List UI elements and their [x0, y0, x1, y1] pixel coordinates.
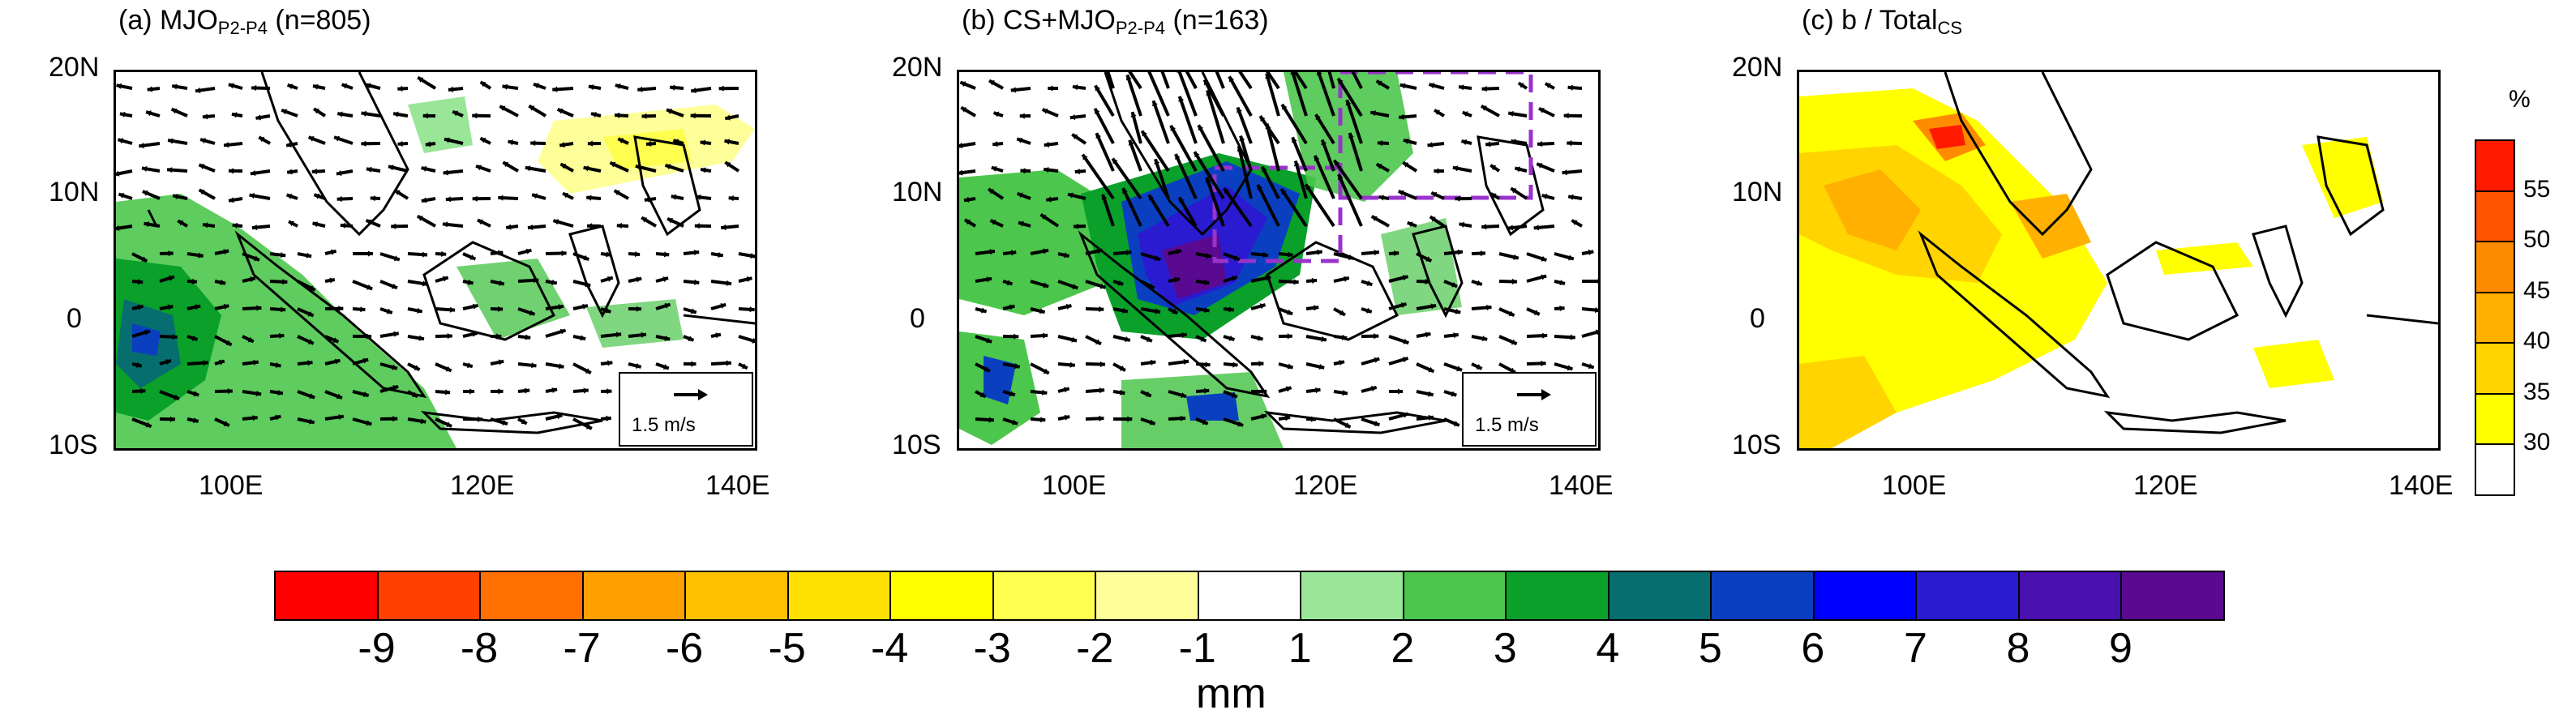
colorbar-c-tick-label: 50 [2523, 226, 2551, 254]
colorbar-main-tick-label: -3 [973, 625, 1011, 672]
colorbar-main-cell [581, 571, 687, 621]
colorbar-main-cell [992, 571, 1097, 621]
colorbar-main-cell [684, 571, 789, 621]
panel-a-lon-120e: 120E [450, 470, 515, 501]
colorbar-main-tick-label: -9 [358, 625, 396, 672]
colorbar-main-unit: mm [1196, 670, 1267, 717]
panel-b-lat-10s: 10S [892, 430, 941, 460]
colorbar-c-tick-label: 45 [2523, 276, 2551, 304]
panel-a-lat-0: 0 [66, 303, 82, 334]
panel-a-reference-vector-box: 1.5 m/s [619, 372, 753, 447]
colorbar-main-cell [376, 571, 482, 621]
colorbar-main-tick-label: -6 [665, 625, 704, 672]
colorbar-main-cell [1710, 571, 1815, 621]
panel-c-title: (c) b / TotalCS [1802, 5, 1963, 38]
colorbar-c-tick-label: 35 [2523, 378, 2551, 405]
colorbar-main-cell [1607, 571, 1712, 621]
panel-c-lat-10s: 10S [1732, 430, 1781, 460]
panel-a-map: 1.5 m/s [114, 70, 757, 451]
colorbar-main-tick-label: 5 [1698, 625, 1722, 672]
colorbar-main-cell [2120, 571, 2225, 621]
colorbar-c-cell [2475, 392, 2515, 446]
colorbar-main-tick-label: 2 [1391, 625, 1415, 672]
colorbar-main-tick-label: -4 [871, 625, 909, 672]
panel-a-lat-10n: 10N [49, 177, 100, 207]
panel-c-lon-140e: 140E [2389, 470, 2454, 501]
colorbar-main-cell [1505, 571, 1609, 621]
colorbar-main-cell [479, 571, 584, 621]
colorbar-main-cell [2017, 571, 2123, 621]
panel-b-lon-120e: 120E [1293, 470, 1358, 501]
panel-c-lon-120e: 120E [2133, 470, 2198, 501]
colorbar-main-cell [889, 571, 994, 621]
colorbar-main-tick-label: 8 [2006, 625, 2030, 672]
panel-c-map [1797, 70, 2441, 451]
panel-a-reference-vector-label: 1.5 m/s [632, 414, 696, 436]
colorbar-main-tick-label: 9 [2109, 625, 2132, 672]
colorbar-main-cell [1300, 571, 1404, 621]
panel-a-lon-100e: 100E [199, 470, 264, 501]
colorbar-main-tick-label: 7 [1903, 625, 1927, 672]
colorbar-main-cell [1197, 571, 1302, 621]
colorbar-main-cell [1402, 571, 1507, 621]
panel-b-map: 1.5 m/s [957, 70, 1601, 451]
colorbar-main-tick-label: -8 [460, 625, 499, 672]
panel-a-lat-20n: 20N [49, 52, 100, 83]
colorbar-c-cell [2475, 291, 2515, 344]
colorbar-c-cell [2475, 443, 2515, 496]
panel-b-reference-vector-label: 1.5 m/s [1475, 414, 1539, 436]
panel-b-lat-10n: 10N [892, 177, 943, 207]
colorbar-main-cell [787, 571, 892, 621]
colorbar-c-tick-label: 55 [2523, 175, 2551, 203]
panel-c-lat-0: 0 [1750, 303, 1765, 334]
colorbar-main-tick-label: -2 [1076, 625, 1114, 672]
panel-c-lat-20n: 20N [1732, 52, 1783, 83]
colorbar-c-tick-label: 40 [2523, 327, 2551, 355]
colorbar-main [274, 571, 2225, 621]
colorbar-main-tick-label: 1 [1288, 625, 1312, 672]
colorbar-main-tick-label: -7 [563, 625, 601, 672]
colorbar-main-cell [1915, 571, 2020, 621]
panel-a-lat-10s: 10S [49, 430, 98, 460]
panel-b-lon-140e: 140E [1549, 470, 1614, 501]
panel-b-lon-100e: 100E [1042, 470, 1107, 501]
colorbar-main-tick-label: -1 [1178, 625, 1216, 672]
colorbar-main-tick-label: -5 [768, 625, 806, 672]
colorbar-main-cell [1812, 571, 1918, 621]
colorbar-main-tick-label: 3 [1493, 625, 1517, 672]
colorbar-c-cell [2475, 241, 2515, 293]
panel-a-title: (a) MJOP2-P4 (n=805) [118, 5, 371, 38]
panel-b-reference-vector-box: 1.5 m/s [1462, 372, 1597, 447]
panel-c-lon-100e: 100E [1882, 470, 1947, 501]
panel-b-title: (b) CS+MJOP2-P4 (n=163) [962, 5, 1269, 38]
panel-b-lat-0: 0 [910, 303, 925, 334]
colorbar-c-cell [2475, 139, 2515, 192]
colorbar-main-tick-label: 4 [1596, 625, 1620, 672]
colorbar-main-cell [274, 571, 379, 621]
colorbar-c-cell [2475, 342, 2515, 395]
colorbar-c-cell [2475, 190, 2515, 243]
panel-c-lat-10n: 10N [1732, 177, 1783, 207]
colorbar-main-cell [1095, 571, 1199, 621]
colorbar-c [2475, 139, 2515, 496]
colorbar-c-tick-label: 30 [2523, 429, 2551, 456]
colorbar-main-tick-label: 6 [1801, 625, 1825, 672]
panel-a-lon-140e: 140E [705, 470, 770, 501]
colorbar-c-unit: % [2509, 86, 2531, 113]
panel-b-lat-20n: 20N [892, 52, 943, 83]
